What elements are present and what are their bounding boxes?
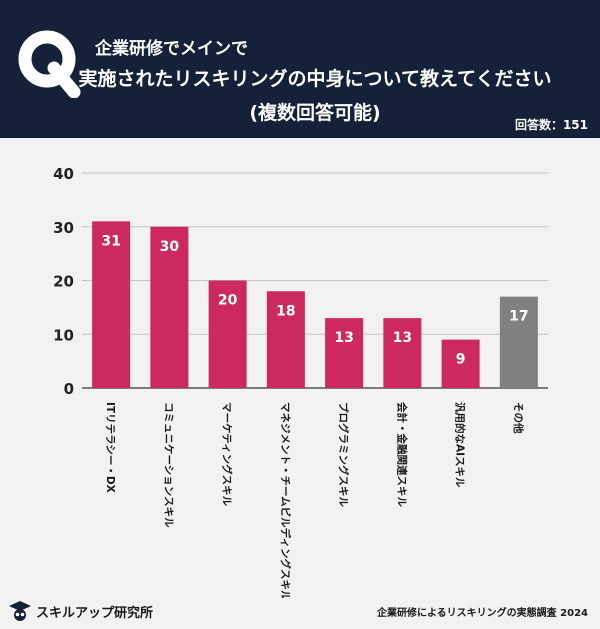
bar — [92, 221, 131, 388]
bar-value-label: 30 — [160, 239, 180, 255]
bar-value-label: 31 — [101, 233, 120, 249]
y-tick-label: 20 — [53, 273, 74, 291]
bar — [266, 291, 305, 388]
bar-value-label: 13 — [334, 330, 353, 346]
source-note: 企業研修によるリスキリングの実態調査 2024 — [376, 608, 588, 619]
bar — [441, 339, 480, 388]
category-label: マネジメント・チームビルディングスキル — [279, 402, 292, 598]
category-label: プログラミングスキル — [337, 402, 350, 507]
question-line-1: 企業研修でメインで — [95, 39, 248, 59]
q-icon: Q — [16, 26, 81, 98]
category-label: その他 — [512, 402, 525, 434]
category-label: マーケティングスキル — [221, 402, 234, 507]
logo-text: スキルアップ研究所 — [36, 605, 154, 621]
y-tick-label: 0 — [64, 380, 74, 398]
respondent-count: 回答数：151 — [514, 118, 588, 132]
y-tick-label: 10 — [53, 326, 74, 344]
y-tick-label: 30 — [53, 219, 74, 237]
header: Q 企業研修でメインで 実施されたリスキリングの中身について教えてください (複… — [0, 0, 600, 138]
y-tick-label: 40 — [53, 165, 74, 183]
bar — [499, 296, 538, 388]
question-line-2: 実施されたリスキリングの中身について教えてください — [78, 68, 552, 90]
bar — [383, 318, 422, 388]
bar-value-label: 20 — [218, 293, 238, 309]
bar — [208, 280, 247, 388]
bar — [325, 318, 364, 388]
owl-logo-icon — [9, 601, 31, 621]
question-line-3: (複数回答可能) — [249, 102, 381, 124]
category-label: ITリテラシー・DX — [104, 402, 116, 493]
q-letter: Q — [16, 26, 17, 27]
category-label: 汎用的なAIスキル — [454, 402, 467, 488]
bar — [150, 226, 189, 388]
bar-value-label: 9 — [456, 352, 466, 368]
bar-chart: 0 10 20 30 40 31 ITリテラシー・DX 30 コミュニケーションスキル 20 マーケ… — [53, 165, 548, 598]
category-label: 会計・金融関連スキル — [395, 402, 408, 507]
bar-value-label: 17 — [509, 309, 528, 325]
category-label: コミュニケーションスキル — [162, 402, 174, 528]
bar-value-label: 18 — [276, 303, 295, 319]
footer-logo: スキルアップ研究所 — [8, 600, 153, 622]
bar-value-label: 13 — [393, 330, 412, 346]
